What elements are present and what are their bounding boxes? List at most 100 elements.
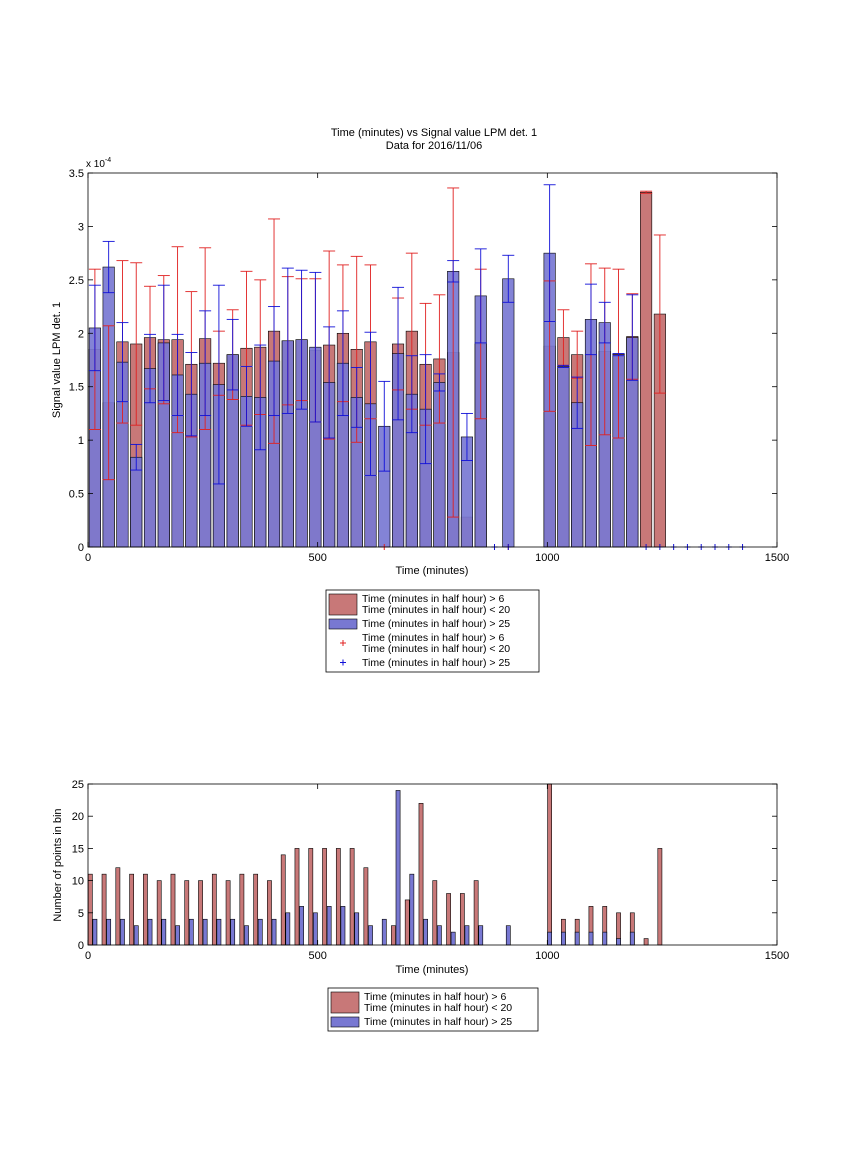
legend-entry: Time (minutes in half hour) > 6 Time (min… xyxy=(362,593,510,616)
bar xyxy=(308,848,314,946)
bar xyxy=(473,880,479,946)
x-tick-label: 0 xyxy=(85,950,91,962)
bar xyxy=(450,931,456,946)
legend-entry: Time (minutes in half hour) > 25 xyxy=(362,618,510,630)
bar xyxy=(547,783,552,946)
bar xyxy=(106,918,112,946)
y-tick-label: 2.5 xyxy=(69,275,84,287)
legend-swatch xyxy=(330,991,360,1014)
bar xyxy=(464,925,470,946)
x-tick-label: 0 xyxy=(85,552,91,564)
bar xyxy=(230,918,236,946)
bar xyxy=(561,931,566,946)
bar xyxy=(202,918,208,946)
bar xyxy=(437,925,442,946)
bar xyxy=(257,918,263,946)
bar xyxy=(505,925,511,946)
y-axis-label: Signal value LPM det. 1 xyxy=(51,302,63,418)
bar xyxy=(326,906,332,946)
signal-errorbars-group xyxy=(88,184,746,550)
bar xyxy=(459,893,465,946)
x-tick-label: 1000 xyxy=(535,552,559,564)
bar xyxy=(313,912,318,946)
y-tick-label: 1.5 xyxy=(69,382,84,394)
bar xyxy=(130,456,143,548)
bar xyxy=(101,873,107,946)
legend-entry: Time (minutes in half hour) > 25 xyxy=(364,1016,512,1028)
bar xyxy=(120,918,125,946)
legend-box xyxy=(325,589,540,673)
y-tick-label: 25 xyxy=(72,779,84,791)
y-tick-label: 0 xyxy=(78,940,84,952)
x-tick-label: 1500 xyxy=(765,552,789,564)
legend-swatch xyxy=(330,1016,360,1028)
x-tick-label: 500 xyxy=(308,552,326,564)
legend-swatch xyxy=(328,618,358,630)
signal-axis-ticks: 0 500 1000 1500 0 0.5 1 1.5 2 2.5 3 3.5 xyxy=(69,168,790,564)
y-tick-label: 10 xyxy=(72,876,84,888)
bar xyxy=(280,854,286,946)
plot-axes-box xyxy=(87,783,778,946)
x-tick-label: 1500 xyxy=(765,950,789,962)
bar xyxy=(253,873,259,946)
bar xyxy=(640,191,653,548)
bar xyxy=(616,938,621,946)
x-tick-label: 1000 xyxy=(535,950,559,962)
bar xyxy=(143,873,148,946)
bar xyxy=(87,873,93,946)
y-tick-label: 20 xyxy=(72,811,84,823)
legend-box xyxy=(327,987,539,1032)
bar xyxy=(368,925,373,946)
bar xyxy=(423,918,428,946)
bar xyxy=(502,278,515,548)
bar xyxy=(211,873,217,946)
bar xyxy=(188,918,194,946)
bar xyxy=(557,366,570,548)
bar xyxy=(147,918,153,946)
bar xyxy=(239,873,245,946)
count-chart: 0 500 1000 1500 0 5 10 15 20 25 Time (minutes) Nu… xyxy=(52,779,789,1032)
bar xyxy=(267,880,272,946)
count-bars-group xyxy=(87,783,663,946)
x-axis-label: Time (minutes) xyxy=(396,565,469,577)
y-tick-label: 2 xyxy=(78,328,84,340)
signal-bars-group xyxy=(88,191,666,548)
bar xyxy=(340,906,346,946)
signal-chart: Time (minutes) vs Signal value LPM det. … xyxy=(51,127,790,673)
bar xyxy=(643,938,649,946)
bar xyxy=(335,848,341,946)
bar xyxy=(395,790,401,946)
bar xyxy=(478,925,484,946)
legend-entry: Time (minutes in half hour) > 6 Time (min… xyxy=(364,991,512,1014)
legend-entry: Time (minutes in half hour) > 25 xyxy=(362,657,510,669)
y-tick-label: 0 xyxy=(78,542,84,554)
bar xyxy=(184,880,190,946)
bar xyxy=(588,931,594,946)
bar xyxy=(216,918,222,946)
bar xyxy=(574,931,580,946)
bar xyxy=(446,893,451,946)
bar xyxy=(381,918,387,946)
chart-title: Time (minutes) vs Signal value LPM det. … xyxy=(331,127,537,139)
bar xyxy=(161,918,167,946)
bar xyxy=(363,867,369,946)
y-tick-label: 3.5 xyxy=(69,168,84,180)
plot-axes-box xyxy=(87,172,778,548)
y-tick-label: 1 xyxy=(78,435,84,447)
bar xyxy=(547,931,552,946)
bar xyxy=(156,880,162,946)
bar xyxy=(432,880,438,946)
bar xyxy=(175,925,180,946)
bar xyxy=(271,918,277,946)
bar xyxy=(285,912,291,946)
bar xyxy=(409,873,415,946)
bar xyxy=(602,931,608,946)
y-axis-label: Number of points in bin xyxy=(52,808,64,921)
chart-subtitle: Data for 2016/11/06 xyxy=(386,140,482,152)
y-tick-label: 3 xyxy=(78,221,84,233)
bar xyxy=(299,906,304,946)
y-tick-label: 5 xyxy=(78,908,84,920)
bar xyxy=(244,925,249,946)
signal-legend: Time (minutes in half hour) > 6 Time (min… xyxy=(325,589,540,673)
